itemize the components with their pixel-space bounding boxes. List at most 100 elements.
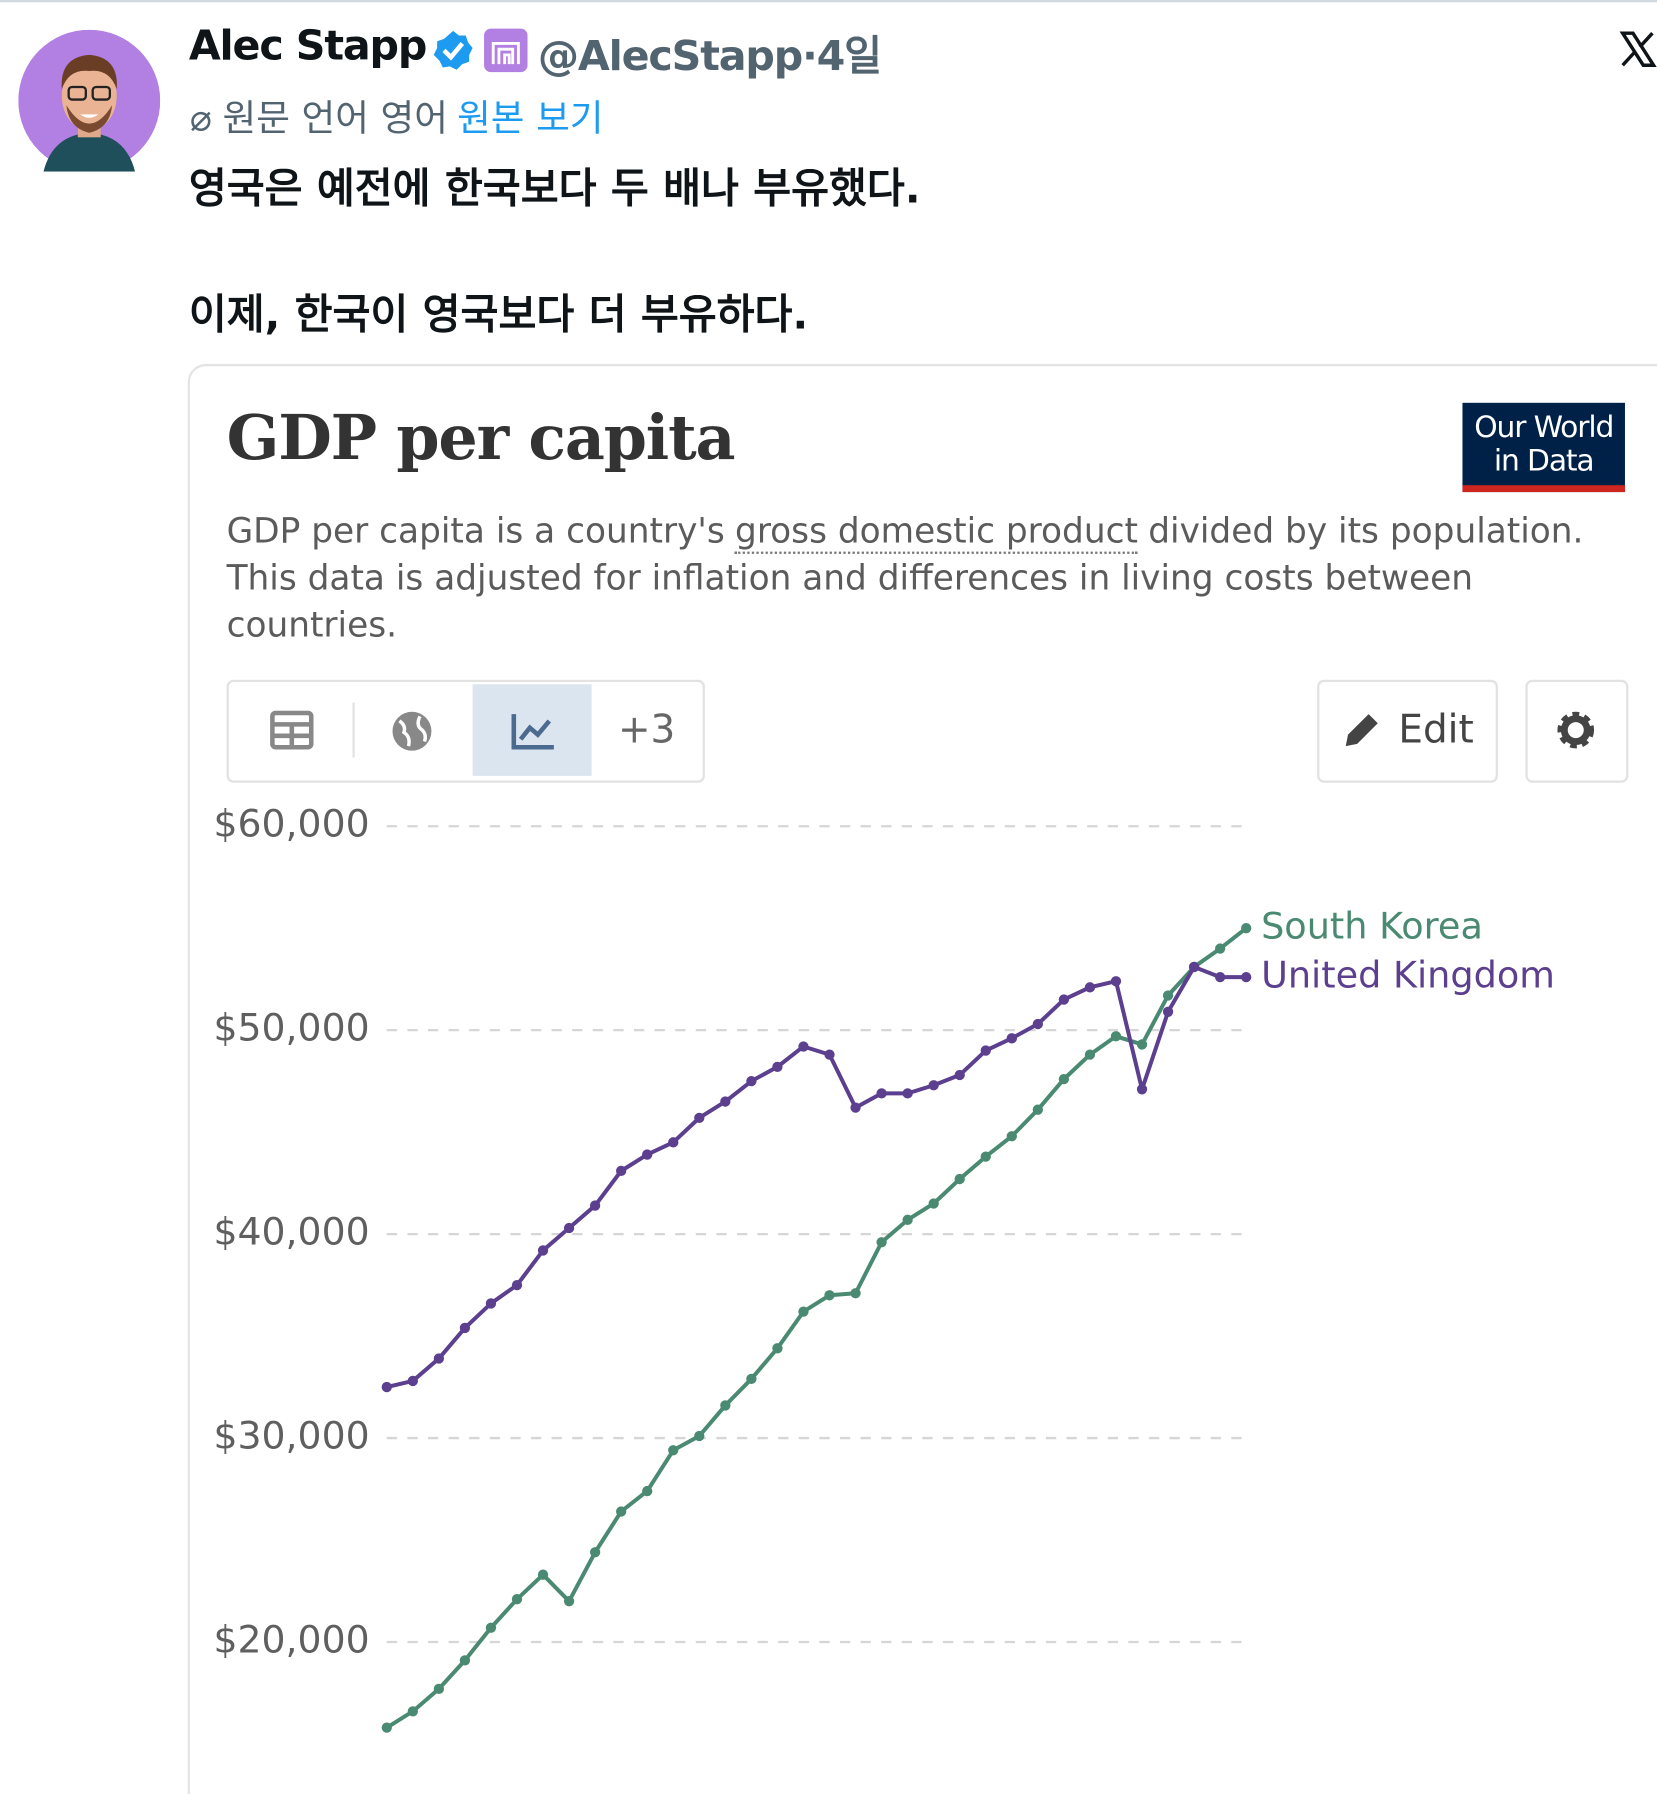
translation-line: ⌀ 원문 언어 영어 원본 보기	[189, 89, 604, 142]
subtitle-text: divided by its population.	[1148, 511, 1584, 552]
y-tick-label: $40,000	[214, 1210, 370, 1254]
edit-button[interactable]	[1317, 679, 1498, 783]
map-tab[interactable]	[390, 709, 433, 752]
data-point	[642, 1485, 653, 1497]
data-point	[563, 1596, 575, 1607]
data-point	[902, 1214, 913, 1225]
data-point	[433, 1353, 445, 1364]
subtitle-text: GDP per capita is a country's	[226, 511, 725, 552]
data-point	[694, 1112, 705, 1124]
series-label: United Kingdom	[1261, 954, 1555, 997]
glossary-term[interactable]: gross domestic product	[735, 511, 1138, 554]
data-point	[876, 1237, 887, 1248]
affiliate-badge	[484, 28, 528, 73]
author-name[interactable]: Alec Stapp	[188, 22, 428, 70]
y-tick-label: $60,000	[214, 802, 370, 846]
data-point	[537, 1245, 549, 1256]
data-point	[1110, 976, 1122, 987]
translation-note: 원문 언어 영어	[222, 96, 448, 140]
data-point	[1084, 1049, 1096, 1060]
data-point	[381, 1722, 392, 1733]
data-point	[433, 1683, 445, 1695]
edit-label: Edit	[1398, 707, 1474, 753]
data-point	[876, 1088, 887, 1099]
owid-logo[interactable]: Our World in Data	[1462, 402, 1625, 493]
data-point	[798, 1306, 809, 1317]
y-tick-label: $50,000	[214, 1006, 370, 1050]
series-line	[386, 964, 1247, 1390]
data-point	[720, 1096, 731, 1107]
more-tabs[interactable]: +3	[617, 707, 676, 753]
table-tab[interactable]	[270, 710, 314, 750]
data-point	[824, 1290, 835, 1301]
separator: ·	[802, 33, 818, 81]
view-tabs	[226, 679, 705, 783]
data-point	[616, 1506, 627, 1517]
data-point	[642, 1149, 653, 1160]
chart-tab-icon	[511, 714, 554, 750]
data-point	[1006, 1033, 1017, 1044]
data-point	[511, 1594, 523, 1605]
logo-text: Our World	[1474, 410, 1614, 446]
data-point	[1110, 1031, 1122, 1042]
data-point	[1136, 1039, 1148, 1050]
tweet-text: 이제, 한국이 영국보다 더 부유하다.	[188, 291, 809, 339]
data-point	[928, 1198, 939, 1209]
translate-icon: ⌀	[188, 96, 223, 140]
data-point	[1032, 1104, 1043, 1115]
data-point	[746, 1075, 757, 1087]
handle[interactable]: @AlecStapp	[537, 33, 803, 81]
data-point	[720, 1400, 731, 1411]
data-point	[537, 1569, 549, 1580]
tweet-text: 영국은 예전에 한국보다 두 배나 부유했다.	[188, 165, 921, 213]
data-point	[459, 1322, 471, 1334]
data-point	[980, 1151, 991, 1162]
data-point	[1032, 1018, 1043, 1030]
chart-title: GDP per capita	[226, 400, 736, 474]
data-point	[850, 1102, 861, 1113]
data-point	[485, 1622, 497, 1633]
chart-card[interactable]	[187, 363, 1657, 1794]
x-logo[interactable]	[1618, 30, 1657, 69]
data-point	[1188, 961, 1200, 973]
data-point	[1162, 990, 1174, 1001]
show-original[interactable]: 원본 보기	[457, 96, 604, 140]
data-point	[954, 1173, 965, 1185]
subtitle-line: GDP per capita is a country's gross domes…	[226, 508, 1584, 555]
data-point	[668, 1137, 679, 1148]
data-point	[1136, 1084, 1148, 1095]
data-point	[485, 1298, 497, 1309]
handle-line: @AlecStapp·4일	[537, 23, 882, 83]
data-point	[1006, 1131, 1017, 1142]
data-point	[1084, 982, 1096, 993]
tab-divider	[352, 702, 355, 758]
timestamp[interactable]: 4일	[816, 33, 882, 81]
chart-subtitle: GDP per capita is a country's gross domes…	[226, 508, 1584, 649]
data-point	[772, 1061, 783, 1073]
data-point	[902, 1088, 913, 1099]
data-point	[746, 1373, 757, 1385]
data-point	[407, 1706, 418, 1717]
settings-button[interactable]	[1525, 679, 1629, 783]
data-point	[980, 1045, 991, 1056]
data-point	[694, 1430, 705, 1442]
data-point	[1214, 943, 1226, 954]
data-point	[1162, 1006, 1174, 1017]
top-border	[0, 0, 1657, 3]
verified-badge	[433, 30, 473, 70]
avatar[interactable]	[18, 29, 161, 172]
data-point	[824, 1049, 835, 1060]
settings-icon	[1557, 711, 1595, 749]
y-tick-label: $20,000	[214, 1618, 370, 1662]
data-point	[381, 1381, 392, 1393]
data-point	[1058, 994, 1070, 1005]
data-point	[772, 1343, 783, 1354]
data-point	[850, 1288, 861, 1299]
data-point	[589, 1547, 601, 1558]
data-point	[459, 1655, 471, 1666]
data-point	[954, 1069, 965, 1081]
data-point	[616, 1165, 627, 1177]
